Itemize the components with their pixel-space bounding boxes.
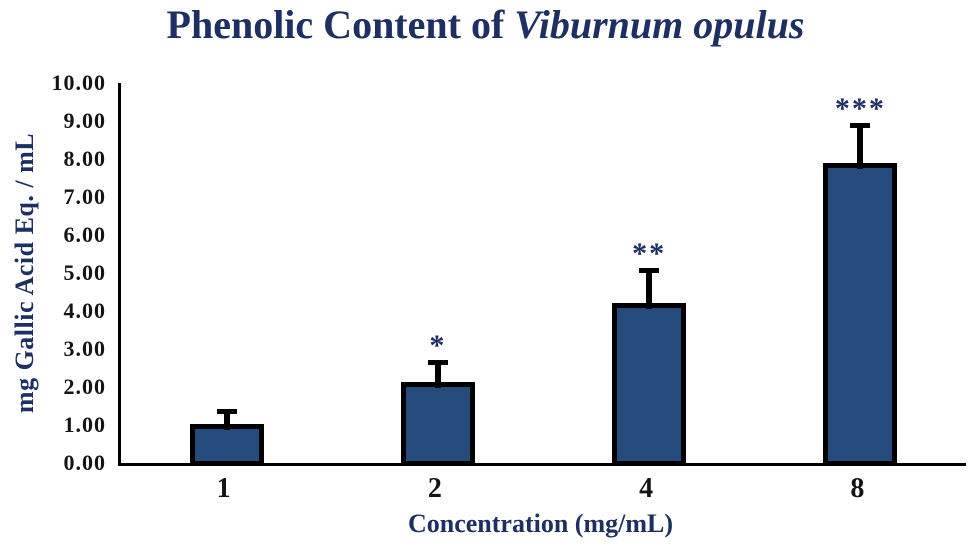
x-tick-label: 8 [850,473,865,504]
error-bar-cap [216,408,237,414]
y-tick-label: 4.00 [63,298,106,323]
significance-label: * [429,328,447,362]
bar-1mgml [189,423,264,466]
x-tick-label: 4 [639,473,654,504]
chart-title-regular: Phenolic Content of [166,2,515,47]
x-tick-label: 1 [216,473,231,504]
y-tick-label: 8.00 [63,146,106,171]
bar-4mgml [612,303,687,466]
y-tick-label: 3.00 [63,336,106,361]
bar-8mgml [823,163,898,466]
error-bar-stem [646,273,653,310]
significance-label: *** [834,92,886,126]
y-tick-label: 10.00 [51,70,106,95]
significance-label: ** [632,237,667,270]
y-tick-label: 2.00 [63,374,106,399]
x-axis-title: Concentration (mg/mL) [407,509,673,538]
y-tick-label: 9.00 [63,108,106,133]
bar-2mgml [400,382,475,466]
chart-title-italic: Viburnum opulus [514,2,805,47]
y-tick-label: 1.00 [63,412,106,437]
y-tick-label: 5.00 [63,260,106,285]
x-tick-label: 2 [427,473,442,504]
y-tick-label: 0.00 [63,450,106,475]
error-bar-stem [434,364,441,389]
chart-title: Phenolic Content of Viburnum opulus [0,0,971,50]
y-tick-label: 7.00 [63,184,106,209]
error-bar-stem [857,128,864,170]
error-bar-cap [427,359,448,365]
plot-area: * ** *** [118,83,966,466]
x-axis-tick-labels: 1 2 4 8 [118,466,963,510]
error-bar-stem [223,413,230,430]
error-bar-cap [850,123,871,129]
y-tick-label: 6.00 [63,222,106,247]
error-bar-cap [639,268,660,273]
y-axis-tick-labels: 0.00 1.00 2.00 3.00 4.00 5.00 6.00 7.00 8.00 9.00… [0,70,106,475]
